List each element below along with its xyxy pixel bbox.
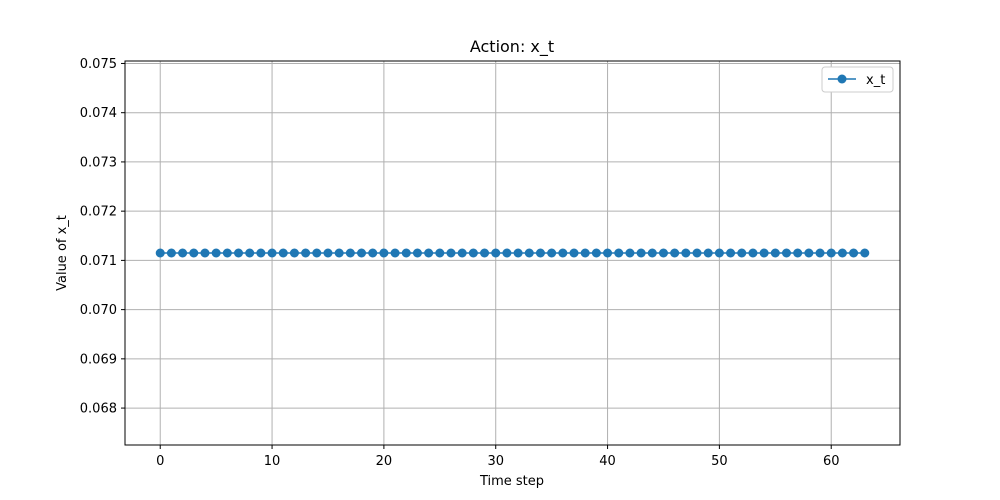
data-point	[200, 248, 210, 258]
data-point	[390, 248, 400, 258]
data-point	[636, 248, 646, 258]
legend-box	[821, 66, 894, 93]
data-point	[759, 248, 769, 258]
y-axis: 0.068 0.069 0.070 0.071 0.072 0.073 0.074 0.075	[80, 57, 125, 417]
data-point	[289, 248, 299, 258]
data-point	[793, 248, 803, 258]
chart-title: Action: x_t	[470, 37, 554, 57]
data-point	[312, 248, 322, 258]
plot-frame	[124, 60, 901, 446]
data-point	[502, 248, 512, 258]
y-tick-label: 0.073	[80, 155, 117, 170]
legend-label: x_t	[866, 73, 885, 88]
data-point	[301, 248, 311, 258]
data-point	[412, 248, 422, 258]
data-point	[446, 248, 456, 258]
data-point	[211, 248, 221, 258]
x-tick-label: 50	[711, 454, 728, 469]
data-point	[781, 248, 791, 258]
x-axis: 0 10 20 30 40 50 60	[156, 445, 839, 469]
data-point	[658, 248, 668, 258]
data-point	[580, 248, 590, 258]
data-point	[334, 248, 344, 258]
data-point	[591, 248, 601, 258]
y-tick-label: 0.074	[80, 106, 117, 121]
data-point	[178, 248, 188, 258]
data-point	[670, 248, 680, 258]
data-point	[647, 248, 657, 258]
data-point	[166, 248, 176, 258]
data-point	[714, 248, 724, 258]
y-tick-label: 0.068	[80, 402, 117, 417]
data-point	[234, 248, 244, 258]
data-point	[424, 248, 434, 258]
y-tick-label: 0.070	[80, 303, 117, 318]
data-point	[849, 248, 859, 258]
data-point	[435, 248, 445, 258]
legend: x_t	[821, 66, 894, 93]
data-point	[860, 248, 870, 258]
x-tick-label: 60	[823, 454, 840, 469]
x-tick-label: 30	[487, 454, 504, 469]
data-point	[737, 248, 747, 258]
data-point	[569, 248, 579, 258]
y-tick-label: 0.075	[80, 57, 117, 72]
data-point	[558, 248, 568, 258]
data-point	[267, 248, 277, 258]
data-point	[837, 248, 847, 258]
data-point	[357, 248, 367, 258]
data-point	[524, 248, 534, 258]
data-point	[245, 248, 255, 258]
data-point	[379, 248, 389, 258]
data-point	[368, 248, 378, 258]
y-tick-label: 0.071	[80, 254, 117, 269]
data-point	[625, 248, 635, 258]
data-point	[345, 248, 355, 258]
y-axis-label: Value of x_t	[55, 215, 70, 291]
data-point	[703, 248, 713, 258]
data-point	[278, 248, 288, 258]
data-point	[726, 248, 736, 258]
data-point	[535, 248, 545, 258]
data-point	[603, 248, 613, 258]
data-point	[222, 248, 232, 258]
x-tick-label: 40	[599, 454, 616, 469]
data-point	[189, 248, 199, 258]
data-point	[457, 248, 467, 258]
data-point	[256, 248, 266, 258]
data-point	[692, 248, 702, 258]
data-point	[513, 248, 523, 258]
data-point	[748, 248, 758, 258]
y-tick-label: 0.069	[80, 352, 117, 367]
y-tick-label: 0.072	[80, 205, 117, 220]
data-point	[323, 248, 333, 258]
grid	[125, 61, 900, 445]
series-layer	[155, 248, 870, 258]
legend-marker	[837, 74, 847, 84]
data-point	[155, 248, 165, 258]
data-point	[681, 248, 691, 258]
data-point	[468, 248, 478, 258]
data-point	[547, 248, 557, 258]
data-point	[614, 248, 624, 258]
data-point	[401, 248, 411, 258]
x-tick-label: 10	[264, 454, 281, 469]
data-point	[480, 248, 490, 258]
data-point	[804, 248, 814, 258]
data-point	[770, 248, 780, 258]
data-point	[826, 248, 836, 258]
x-axis-label: Time step	[479, 474, 544, 489]
data-point	[815, 248, 825, 258]
x-tick-label: 0	[156, 454, 164, 469]
x-tick-label: 20	[376, 454, 393, 469]
data-point	[491, 248, 501, 258]
